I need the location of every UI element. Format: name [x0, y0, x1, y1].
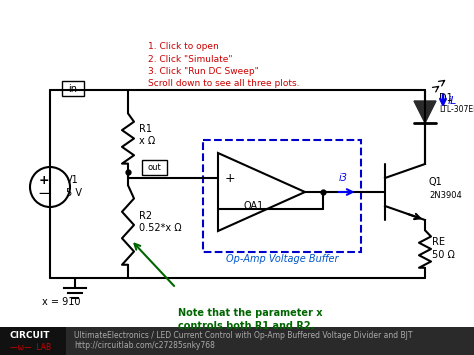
- Text: 1. Click to open
2. Click "Simulate"
3. Click "Run DC Sweep"
Scroll down to see : 1. Click to open 2. Click "Simulate" 3. …: [148, 42, 300, 88]
- Text: 50 Ω: 50 Ω: [432, 250, 455, 260]
- Text: +: +: [39, 175, 49, 187]
- Text: Q1: Q1: [429, 177, 443, 187]
- Text: iL: iL: [448, 96, 457, 106]
- Text: 2N3904: 2N3904: [429, 191, 462, 201]
- Bar: [203, 140, 361, 252]
- Text: in: in: [69, 83, 78, 93]
- Text: V1: V1: [66, 175, 79, 185]
- FancyBboxPatch shape: [142, 160, 167, 175]
- Polygon shape: [414, 101, 436, 123]
- Bar: [0, 327, 66, 355]
- Text: Op-Amp Voltage Buffer: Op-Amp Voltage Buffer: [226, 254, 338, 264]
- Text: 5 V: 5 V: [66, 188, 82, 198]
- Text: x = 910: x = 910: [42, 297, 81, 307]
- Text: R2: R2: [139, 211, 152, 221]
- Text: R1: R1: [139, 125, 152, 135]
- Text: Note that the parameter x
controls both R1 and R2.: Note that the parameter x controls both …: [178, 308, 322, 331]
- Text: http://circuitlab.com/c27285snky768: http://circuitlab.com/c27285snky768: [74, 342, 215, 350]
- Text: CIRCUIT: CIRCUIT: [10, 332, 51, 340]
- Text: −: −: [37, 186, 50, 202]
- Text: x Ω: x Ω: [139, 137, 155, 147]
- FancyBboxPatch shape: [62, 81, 84, 96]
- Text: i3: i3: [339, 173, 348, 183]
- Text: out: out: [147, 163, 161, 172]
- Bar: [0, 327, 474, 355]
- Text: 0.52*x Ω: 0.52*x Ω: [139, 223, 182, 233]
- Text: LTL-307EE: LTL-307EE: [439, 105, 474, 115]
- Text: OA1: OA1: [243, 201, 264, 211]
- Text: −: −: [225, 202, 235, 215]
- Text: RE: RE: [432, 237, 445, 247]
- Text: D1: D1: [439, 93, 453, 103]
- Text: —ω—  LAB: —ω— LAB: [10, 343, 51, 351]
- Text: UltimateElectronics / LED Current Control with Op-Amp Buffered Voltage Divider a: UltimateElectronics / LED Current Contro…: [74, 331, 412, 339]
- Text: +: +: [225, 171, 235, 185]
